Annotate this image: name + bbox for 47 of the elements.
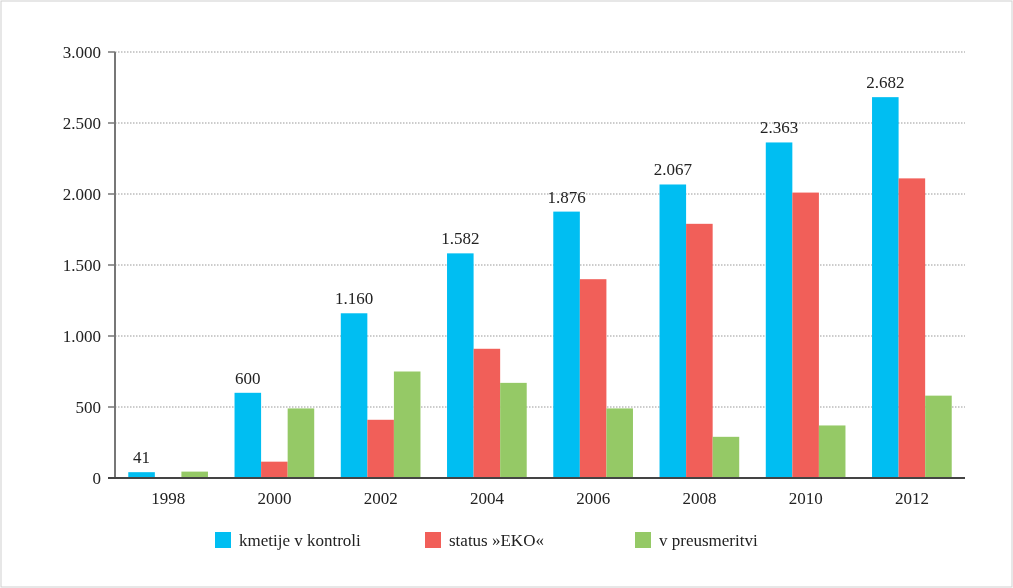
- bar: [925, 395, 952, 478]
- x-tick-label: 2008: [682, 489, 717, 508]
- bar: [579, 279, 607, 478]
- bar: [473, 348, 501, 478]
- bar: [447, 253, 474, 478]
- data-label: 1.160: [334, 289, 374, 309]
- data-label: 2.067: [653, 160, 693, 180]
- bar: [765, 142, 793, 478]
- y-tick-label: 2.000: [62, 184, 101, 204]
- bar: [393, 371, 421, 478]
- y-tick-label: 1.000: [62, 326, 101, 346]
- x-tick-label: 2010: [788, 489, 823, 508]
- legend-label: status »EKO«: [449, 530, 544, 550]
- bar: [340, 313, 368, 478]
- data-label: 2.363: [759, 118, 799, 138]
- data-label: 2.682: [866, 73, 905, 93]
- x-tick-label: 2012: [894, 489, 929, 508]
- bar: [287, 408, 315, 478]
- x-tick-label: 2002: [363, 489, 398, 508]
- x-tick-label: 2004: [469, 489, 505, 508]
- data-label: 1.876: [547, 187, 586, 207]
- x-tick-label: 1998: [151, 489, 186, 508]
- bar: [606, 408, 633, 478]
- x-tick-label: 2006: [576, 489, 611, 508]
- bar: [898, 178, 926, 478]
- data-label: 1.582: [441, 229, 480, 249]
- legend-label: kmetije v kontroli: [239, 530, 362, 550]
- bar: [659, 184, 687, 478]
- y-tick-label: 1.500: [62, 255, 101, 275]
- bar: [818, 425, 846, 478]
- y-tick-label: 0: [92, 468, 101, 488]
- legend-label: v preusmeritvi: [659, 530, 758, 550]
- y-tick-label: 500: [75, 397, 101, 417]
- bar: [500, 382, 527, 478]
- bar: [367, 419, 394, 478]
- y-tick-label: 2.500: [62, 113, 101, 133]
- bar: [261, 461, 288, 478]
- bar: [234, 392, 262, 478]
- bar: [686, 223, 713, 478]
- data-label: 600: [235, 368, 261, 388]
- x-tick-label: 2000: [257, 489, 292, 508]
- data-label: 41: [133, 448, 151, 468]
- bar: [792, 192, 819, 478]
- bar: [872, 97, 899, 478]
- y-tick-label: 3.000: [62, 42, 101, 62]
- bar: [712, 436, 740, 478]
- bar: [553, 211, 580, 478]
